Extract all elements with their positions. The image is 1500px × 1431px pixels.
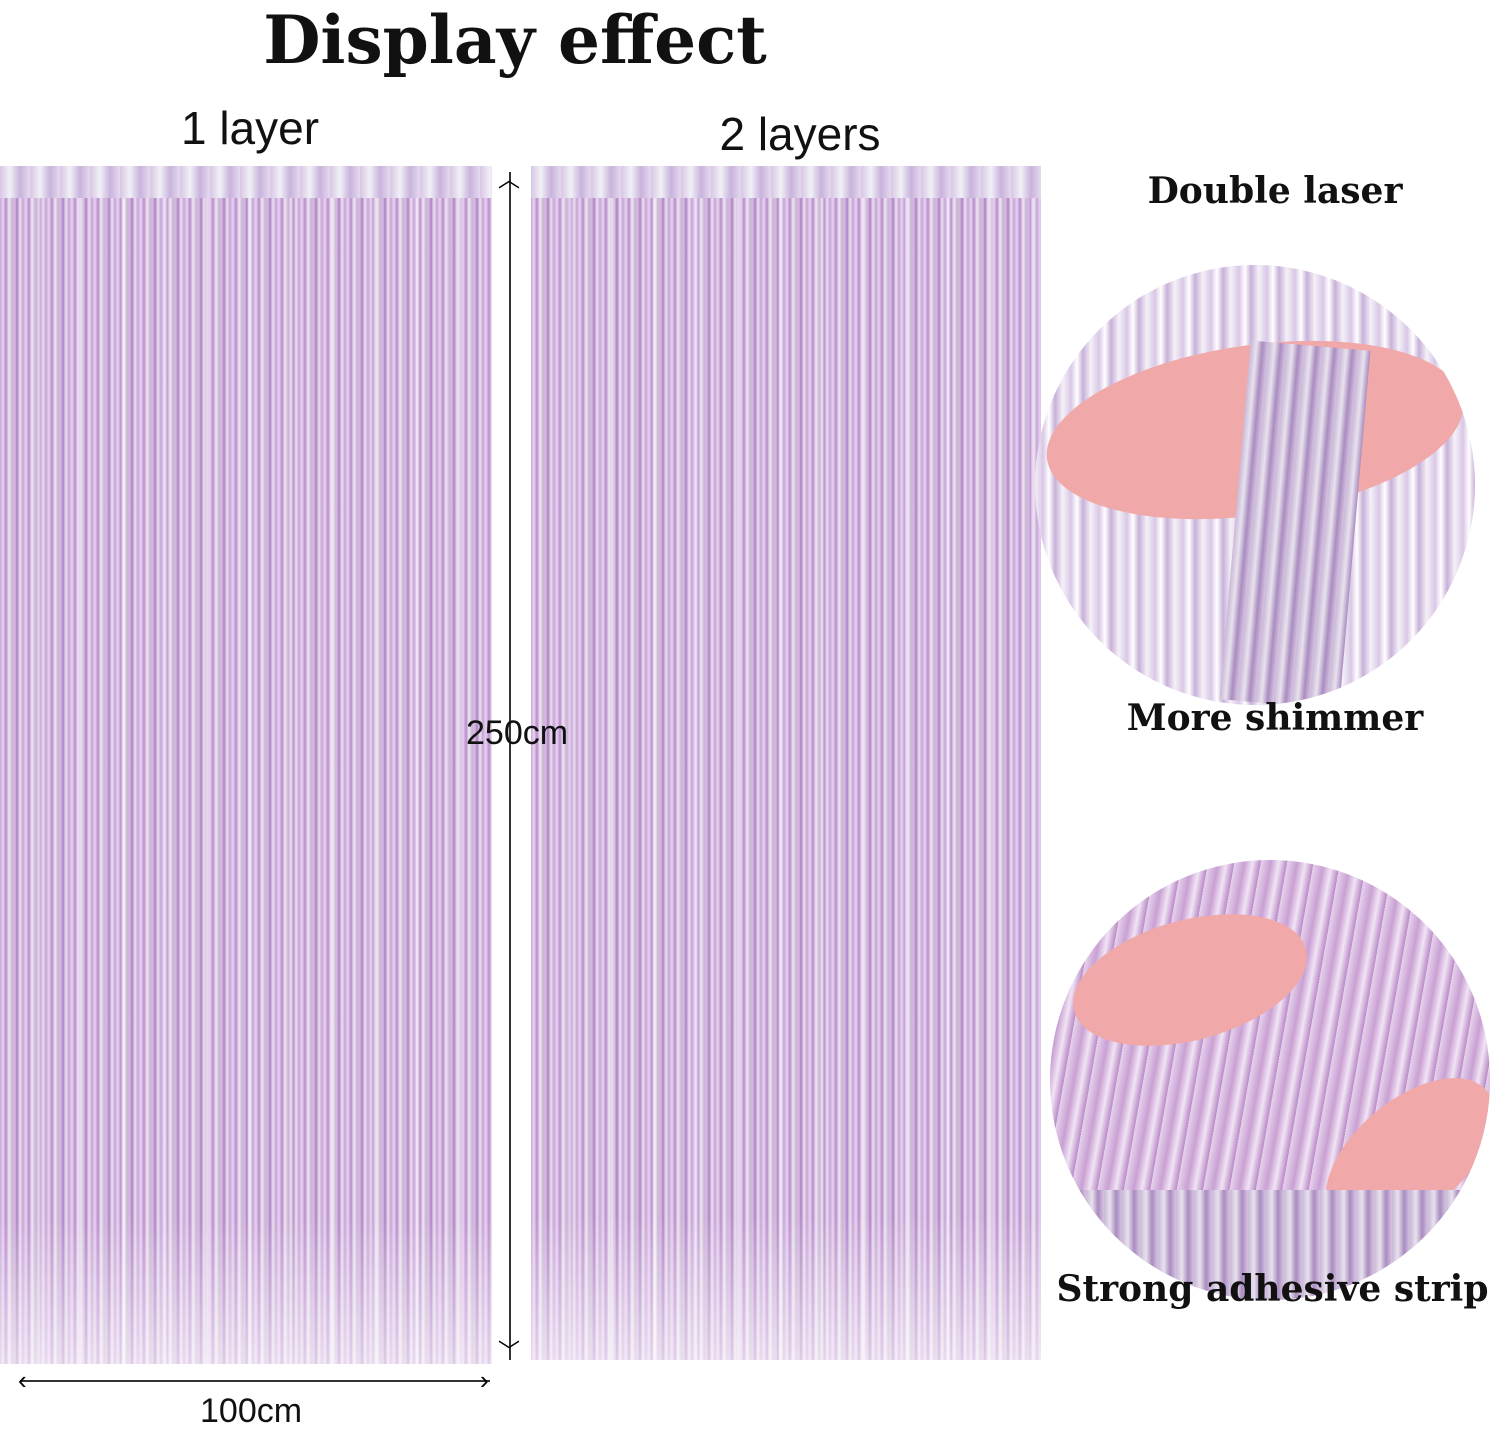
title: Display effect — [263, 1, 767, 79]
closeup-adhesive-strip — [1050, 860, 1490, 1300]
arrow-up-icon: ︿ — [498, 167, 521, 192]
arrow-left-icon: ‹ — [18, 1365, 27, 1395]
caption-more-shimmer: More shimmer — [1126, 697, 1424, 739]
label-1-layer: 1 layer — [180, 102, 320, 154]
height-label: 250cm — [466, 714, 569, 752]
label-2-layers: 2 layers — [719, 108, 881, 160]
caption-strong-adhesive-strip: Strong adhesive strip — [1056, 1268, 1489, 1310]
width-label: 100cm — [200, 1392, 303, 1430]
height-arrow — [509, 172, 511, 1360]
arrow-down-icon: ﹀ — [498, 1339, 521, 1364]
arrow-right-icon: › — [480, 1365, 489, 1395]
width-arrow — [20, 1380, 490, 1382]
curtain-1-layer — [0, 166, 492, 1364]
curtain-2-layers — [531, 166, 1041, 1360]
closeup-hand-strips — [1035, 265, 1475, 705]
caption-double-laser: Double laser — [1147, 170, 1403, 212]
